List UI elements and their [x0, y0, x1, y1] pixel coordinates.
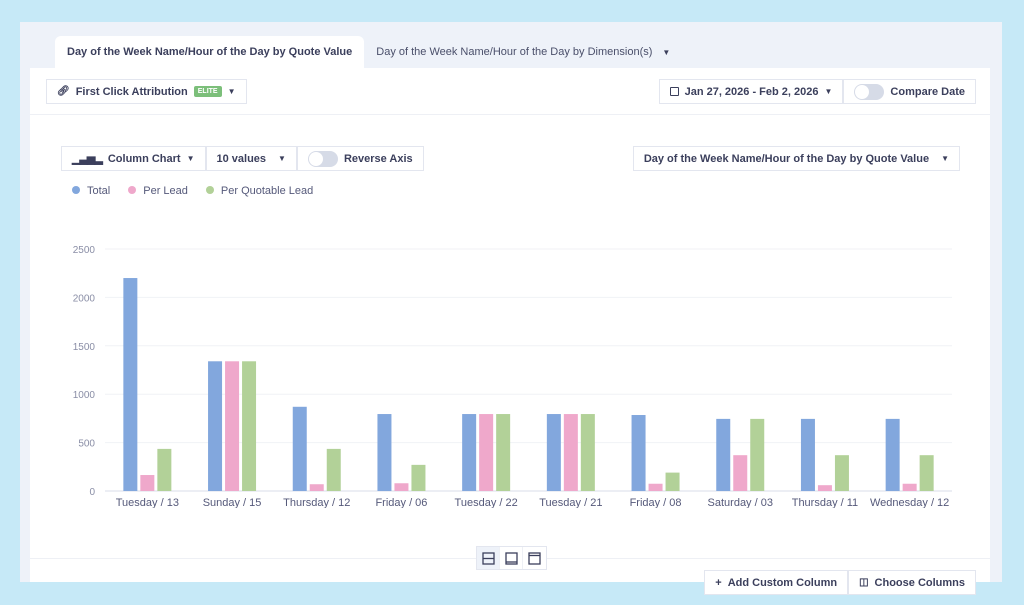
bar-per-lead: [479, 414, 494, 491]
column-chart: 0 500 1000 1500 2000 2500 Tuesday / 13 Sunday /…: [73, 245, 952, 508]
chevron-down-icon: ▼: [227, 87, 236, 96]
choose-columns-button[interactable]: ◫ Choose Columns: [848, 570, 976, 595]
date-toolbar: Jan 27, 2026 - Feb 2, 2026 ▼ Compare Dat…: [658, 79, 976, 104]
bar-per-quotable-lead: [496, 414, 511, 491]
report-card: Day of the Week Name/Hour of the Day by …: [20, 22, 1002, 595]
x-tick-label: Friday / 08: [630, 497, 682, 508]
x-tick-label: Tuesday / 13: [116, 497, 179, 508]
y-tick-label: 2500: [73, 245, 96, 256]
reverse-axis-toggle[interactable]: Reverse Axis: [296, 146, 424, 171]
bar-per-lead: [309, 484, 324, 491]
bar-per-quotable-lead: [750, 418, 765, 491]
x-tick-label: Saturday / 03: [708, 497, 773, 508]
bar-total: [800, 418, 815, 491]
x-tick-label: Thursday / 11: [792, 497, 858, 508]
chart-legend: Total Per Lead Per Quotable Lead: [72, 185, 313, 197]
add-custom-column-button[interactable]: + Add Custom Column: [704, 570, 849, 595]
bar-total: [292, 406, 307, 491]
bar-total: [716, 418, 731, 491]
bar-total: [885, 418, 900, 491]
bar-per-lead: [733, 455, 748, 491]
y-tick-label: 500: [78, 439, 95, 450]
chevron-down-icon: ▼: [662, 47, 671, 57]
chart-controls: ▁▃▅▂ Column Chart ▼ 10 values ▼ Reverse …: [61, 146, 424, 171]
tab-dimensions[interactable]: Day of the Week Name/Hour of the Day by …: [364, 36, 682, 68]
add-custom-column-label: Add Custom Column: [727, 576, 838, 589]
x-tick-label: Sunday / 15: [203, 497, 262, 508]
tab-quote-value[interactable]: Day of the Week Name/Hour of the Day by …: [55, 36, 365, 68]
bar-per-quotable-lead: [665, 472, 680, 491]
bar-per-lead: [902, 483, 917, 491]
report-select-dropdown[interactable]: Day of the Week Name/Hour of the Day by …: [632, 146, 960, 171]
columns-icon: ◫: [859, 577, 869, 588]
reverse-axis-label: Reverse Axis: [343, 152, 413, 165]
report-panel: 🔗︎ First Click Attribution ELITE ▼ Jan 2…: [30, 68, 990, 595]
column-actions: + Add Custom Column ◫ Choose Columns: [704, 570, 976, 595]
divider: [30, 114, 990, 115]
y-tick-label: 1500: [73, 342, 96, 353]
bar-per-quotable-lead: [242, 361, 257, 491]
x-tick-label: Tuesday / 22: [455, 497, 518, 508]
bar-total: [631, 415, 646, 491]
values-count-label: 10 values: [216, 152, 267, 165]
x-tick-label: Wednesday / 12: [870, 497, 949, 508]
bar-total: [208, 361, 223, 491]
choose-columns-label: Choose Columns: [874, 576, 965, 589]
bar-per-lead: [140, 475, 155, 491]
bar-per-quotable-lead: [326, 448, 341, 491]
layout-chart-only-icon[interactable]: [500, 547, 523, 569]
bar-per-lead: [394, 483, 409, 491]
legend-item-per-lead[interactable]: Per Lead: [128, 185, 188, 197]
date-range-label: Jan 27, 2026 - Feb 2, 2026: [684, 85, 819, 98]
layout-switcher: [476, 546, 547, 570]
bar-per-quotable-lead: [157, 448, 172, 491]
legend-item-per-quotable-lead[interactable]: Per Quotable Lead: [205, 185, 313, 197]
bar-per-quotable-lead: [580, 414, 595, 491]
toggle-switch[interactable]: [854, 83, 885, 100]
x-tick-label: Friday / 06: [375, 497, 427, 508]
tab-label: Day of the Week Name/Hour of the Day by …: [376, 46, 653, 58]
bar-per-lead: [648, 483, 663, 491]
bar-total: [462, 414, 477, 491]
x-tick-label: Tuesday / 21: [539, 497, 602, 508]
bar-total: [377, 414, 392, 491]
y-tick-label: 2000: [73, 293, 96, 304]
bar-total: [546, 414, 561, 491]
bar-per-quotable-lead: [834, 455, 849, 491]
compare-date-toggle[interactable]: Compare Date: [843, 79, 976, 104]
layout-split-icon[interactable]: [477, 547, 500, 569]
chevron-down-icon: ▼: [186, 154, 195, 163]
attribution-label: First Click Attribution: [75, 85, 188, 98]
bar-per-lead: [817, 485, 832, 491]
plus-icon: +: [715, 576, 722, 589]
report-select-label: Day of the Week Name/Hour of the Day by …: [643, 152, 930, 165]
date-range-picker[interactable]: Jan 27, 2026 - Feb 2, 2026 ▼: [658, 79, 844, 104]
y-tick-label: 1000: [73, 390, 96, 401]
chevron-down-icon: ▼: [278, 154, 286, 163]
legend-item-total[interactable]: Total: [72, 185, 110, 197]
chevron-down-icon: ▼: [824, 87, 833, 96]
elite-badge: ELITE: [193, 86, 222, 97]
tab-bar: Day of the Week Name/Hour of the Day by …: [55, 36, 682, 68]
layout-table-only-icon[interactable]: [523, 547, 546, 569]
bar-per-quotable-lead: [919, 455, 934, 491]
chevron-down-icon: ▼: [941, 154, 949, 163]
values-count-dropdown[interactable]: 10 values ▼: [205, 146, 297, 171]
calendar-icon: [669, 87, 679, 96]
chart-type-label: Column Chart: [107, 152, 181, 165]
x-tick-label: Thursday / 12: [283, 497, 350, 508]
y-tick-label: 0: [89, 487, 95, 498]
compare-date-label: Compare Date: [890, 85, 965, 98]
link-icon: 🔗︎: [57, 86, 70, 97]
bar-total: [123, 278, 138, 491]
chart-type-dropdown[interactable]: ▁▃▅▂ Column Chart ▼: [61, 146, 206, 171]
toggle-switch[interactable]: [307, 150, 338, 167]
attribution-dropdown[interactable]: 🔗︎ First Click Attribution ELITE ▼: [46, 79, 247, 104]
bar-per-quotable-lead: [411, 464, 426, 491]
bar-chart-icon: ▁▃▅▂: [72, 153, 103, 165]
bar-per-lead: [563, 414, 578, 491]
bar-per-lead: [225, 361, 240, 491]
